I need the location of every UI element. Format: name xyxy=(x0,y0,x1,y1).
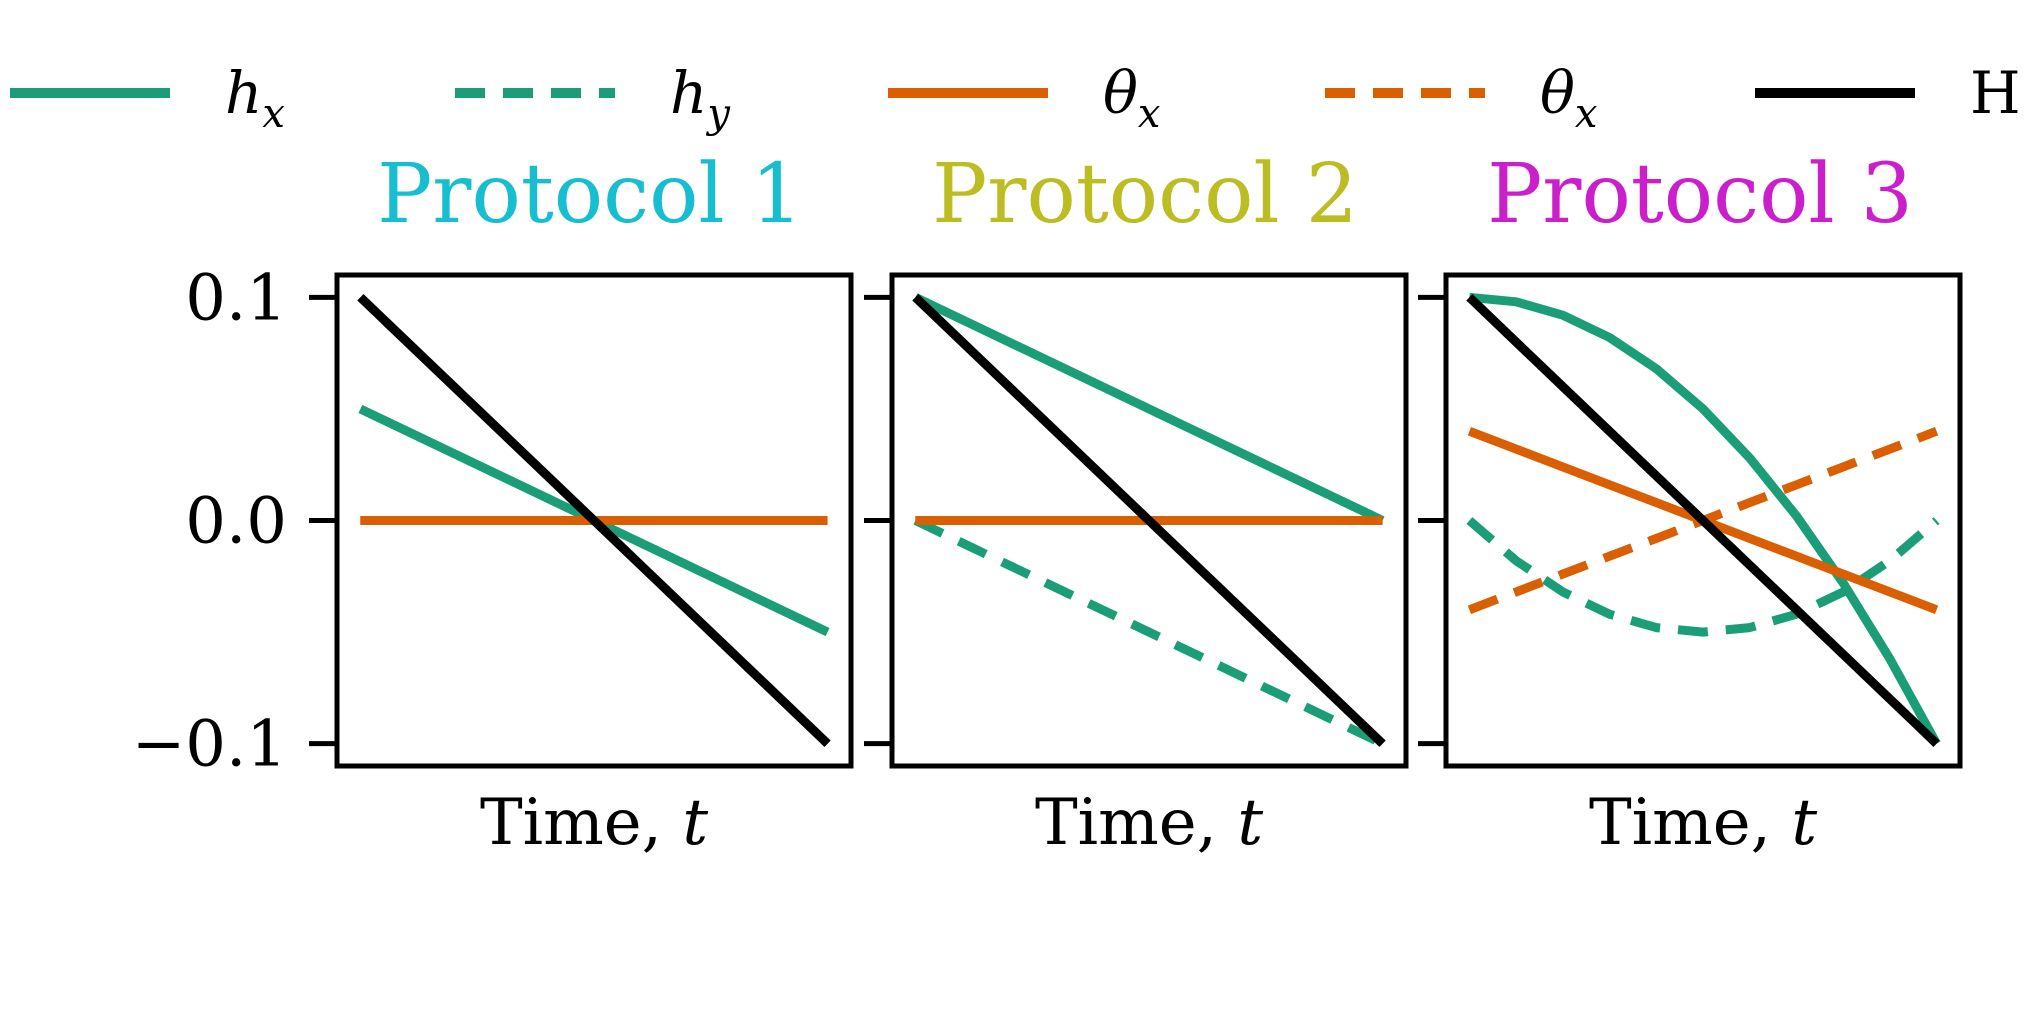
legend-label: hx xyxy=(225,59,285,137)
y-tick-label: 0.1 xyxy=(185,261,287,335)
panel-1: Protocol 1 0.1 0.0 −0.1 Time, t xyxy=(132,147,854,860)
panel-title: Protocol 3 xyxy=(1487,147,1913,242)
y-tick-label: −0.1 xyxy=(132,708,287,782)
series-line-h_x xyxy=(913,293,1385,525)
panel-3: Protocol 3 Time, t xyxy=(1418,147,1963,860)
x-axis-label: Time, t xyxy=(480,786,708,860)
series-line-h_y xyxy=(1466,517,1940,637)
legend-label: hy xyxy=(670,59,731,137)
legend-label: θx xyxy=(1103,59,1160,137)
series-line-H xyxy=(912,294,1386,747)
series-line-H xyxy=(357,294,831,747)
legend-item: θx xyxy=(888,59,1160,137)
legend-item: hx xyxy=(10,59,285,137)
series-line-h_x xyxy=(1468,292,1941,746)
series-line-h_y xyxy=(913,516,1385,748)
series-group xyxy=(1466,292,1941,747)
x-axis-label: Time, t xyxy=(1589,786,1817,860)
legend: hx hy θx θx H xyxy=(10,59,2021,137)
legend-item: θx xyxy=(1325,59,1597,137)
series-group xyxy=(357,294,831,747)
panel-title: Protocol 1 xyxy=(377,147,803,242)
panel-title: Protocol 2 xyxy=(932,147,1358,242)
series-line-H xyxy=(1466,294,1940,747)
legend-item: H xyxy=(1755,59,2021,127)
panel-2: Protocol 2 Time, t xyxy=(864,147,1409,860)
legend-label: θx xyxy=(1540,59,1597,137)
series-group xyxy=(912,293,1386,748)
chart-panels: Protocol 1 0.1 0.0 −0.1 Time, t Protocol 2 Tim… xyxy=(132,147,1963,860)
legend-label: H xyxy=(1970,59,2021,127)
x-axis-label: Time, t xyxy=(1035,786,1263,860)
y-tick-label: 0.0 xyxy=(185,485,287,559)
legend-item: hy xyxy=(455,59,731,137)
